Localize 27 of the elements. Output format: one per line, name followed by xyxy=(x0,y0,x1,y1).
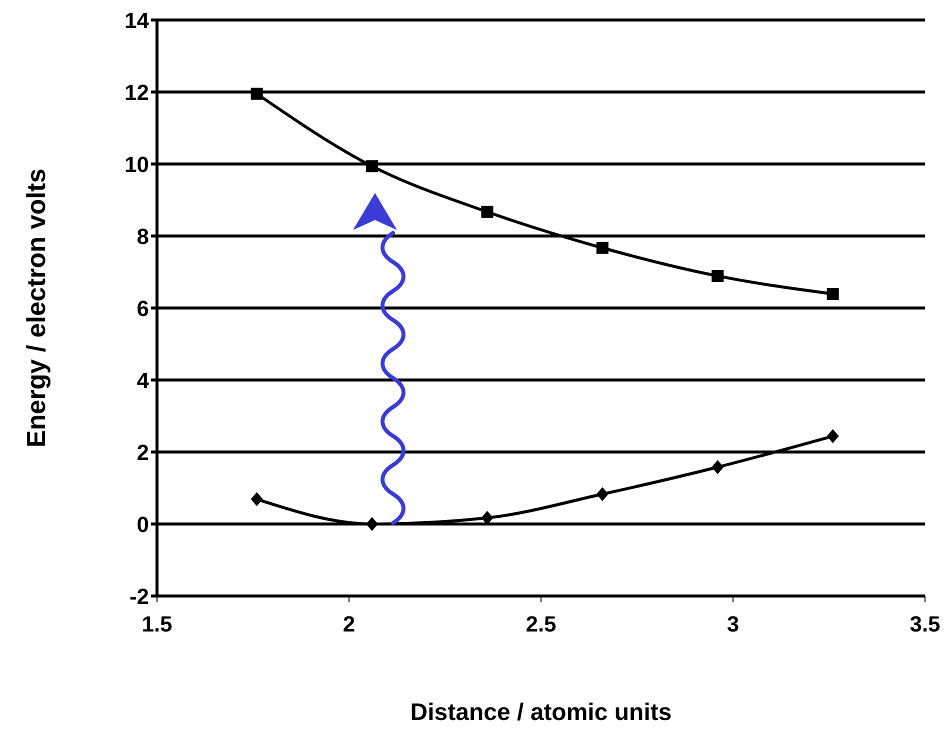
x-tick-label: 1.5 xyxy=(142,612,172,637)
y-tick-label: -2 xyxy=(129,584,149,609)
y-tick-label: 14 xyxy=(124,8,150,33)
y-tick-label: 2 xyxy=(136,440,149,465)
y-axis-title: Energy / electron volts xyxy=(21,168,51,448)
point xyxy=(596,487,608,502)
point xyxy=(712,270,724,282)
x-tick-label: 2.5 xyxy=(526,612,556,637)
x-tick-label: 2 xyxy=(342,612,356,637)
y-tick-label: 0 xyxy=(136,512,149,537)
y-tick-label: 10 xyxy=(124,152,149,177)
point xyxy=(826,429,839,444)
x-tick-label: 3 xyxy=(726,612,740,637)
y-tick-label: 4 xyxy=(136,368,150,393)
point xyxy=(250,492,263,506)
y-tick-label: 8 xyxy=(136,224,149,249)
x-axis-title: Distance / atomic units xyxy=(410,699,672,726)
y-tick-label: 6 xyxy=(136,296,149,321)
point xyxy=(596,242,608,254)
point xyxy=(826,288,839,300)
point xyxy=(366,160,378,172)
point xyxy=(712,460,724,474)
y-tick-label: 12 xyxy=(124,80,149,105)
point xyxy=(366,517,378,531)
point xyxy=(481,206,494,218)
point xyxy=(250,88,263,100)
x-tick-label: 3.5 xyxy=(910,612,940,637)
